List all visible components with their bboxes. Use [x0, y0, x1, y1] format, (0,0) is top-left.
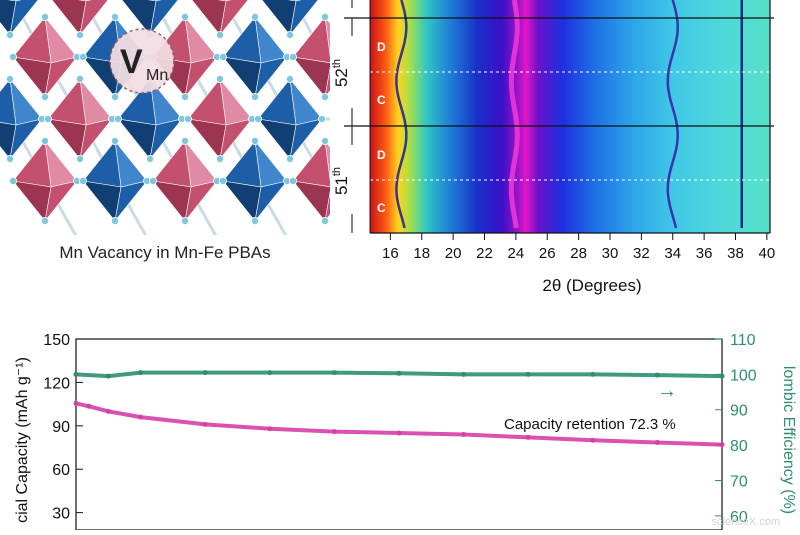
mn-vacancy-marker: V Mn [109, 28, 175, 94]
xrd-x-tick-label: 20 [445, 245, 462, 262]
capacity-y-axis-ticks: 150 120 90 60 30 [43, 332, 83, 523]
xrd-x-tick-label: 16 [382, 245, 399, 262]
xrd-x-tick-label: 24 [508, 245, 525, 262]
state-label: D [377, 148, 386, 162]
xrd-peak-lines [395, 0, 744, 229]
xrd-x-axis-label: 2θ (Degrees) [542, 276, 641, 295]
cycle-label-51: 51th [331, 167, 351, 195]
capacity-point [461, 432, 467, 437]
capacity-retention-annotation: Capacity retention 72.3 % [504, 416, 676, 433]
xrd-x-tick-label: 36 [696, 245, 713, 262]
xrd-x-tick-label: 30 [602, 245, 619, 262]
capacity-point [719, 442, 725, 448]
xrd-peak-trace [508, 0, 520, 229]
capacity-point [202, 421, 208, 427]
vacancy-label: V [120, 43, 143, 81]
crystal-lattice [0, 0, 330, 235]
efficiency-y-tick-label: 70 [730, 473, 748, 490]
state-label: D [377, 40, 386, 54]
capacity-point [590, 437, 596, 443]
xrd-peak-trace [666, 0, 679, 229]
state-label: C [377, 201, 386, 215]
capacity-point [267, 426, 273, 432]
efficiency-y-tick-label: 80 [730, 438, 748, 455]
cycling-chart: 150 120 90 60 30 110 100 90 80 70 60 Capacity ret… [0, 305, 800, 531]
efficiency-y-axis-label: lombic Efficiency (%) [780, 366, 797, 514]
xrd-x-tick-label: 32 [633, 245, 650, 262]
capacity-y-tick-label: 30 [52, 506, 70, 523]
efficiency-point [590, 371, 596, 377]
xrd-x-tick-label: 18 [413, 245, 430, 262]
state-label: C [377, 93, 386, 107]
efficiency-y-tick-label: 90 [730, 403, 748, 420]
xrd-intensity-map [370, 0, 770, 233]
efficiency-point [396, 370, 402, 376]
capacity-point [331, 429, 337, 435]
efficiency-point [331, 370, 337, 376]
efficiency-y-tick-label: 60 [730, 509, 748, 526]
efficiency-point [461, 371, 467, 377]
watermark: scienceX.com [711, 516, 780, 528]
efficiency-y-tick-label: 100 [730, 367, 757, 384]
capacity-point [138, 414, 144, 420]
efficiency-point [202, 370, 208, 376]
capacity-point [525, 434, 531, 440]
xrd-x-axis-ticks: 16 18 20 22 24 26 28 30 32 34 36 38 40 [382, 233, 775, 262]
capacity-point [105, 408, 111, 414]
efficiency-series-line [75, 370, 723, 379]
xrd-x-tick-label: 34 [664, 245, 681, 262]
xrd-x-tick-label: 26 [539, 245, 556, 262]
capacity-point [73, 400, 79, 406]
cycle-label-52: 52th [331, 59, 351, 87]
chart-series [73, 370, 725, 448]
capacity-y-tick-label: 120 [43, 375, 70, 392]
capacity-y-tick-label: 150 [43, 332, 70, 349]
efficiency-point [525, 371, 531, 377]
vacancy-label-subscript: Mn [146, 67, 168, 84]
xrd-peak-trace [395, 0, 408, 229]
crystal-caption: Mn Vacancy in Mn-Fe PBAs [59, 243, 271, 262]
efficiency-point [654, 372, 660, 378]
efficiency-point [138, 370, 144, 376]
efficiency-point [719, 373, 725, 379]
capacity-y-tick-label: 60 [52, 462, 70, 479]
crystal-structure-image: V Mn [0, 0, 330, 235]
capacity-point [396, 430, 402, 436]
efficiency-y-axis-ticks: 110 100 90 80 70 60 [715, 332, 757, 526]
capacity-point [654, 439, 660, 445]
xrd-x-tick-label: 28 [570, 245, 587, 262]
efficiency-axis-arrow: → [657, 380, 677, 402]
capacity-y-tick-label: 90 [52, 419, 70, 436]
xrd-heatmap: 52th 51th D C D C 16 18 20 22 24 26 28 30 32 34 36… [330, 0, 800, 300]
xrd-x-tick-label: 40 [759, 245, 776, 262]
efficiency-y-tick-label: 110 [730, 332, 756, 349]
capacity-y-axis-label: cial Capacity (mAh g⁻¹) [14, 357, 31, 523]
efficiency-point [105, 373, 111, 379]
efficiency-point [73, 371, 79, 377]
efficiency-point [267, 370, 273, 376]
capacity-point [86, 403, 92, 409]
xrd-x-tick-label: 38 [727, 245, 744, 262]
xrd-x-tick-label: 22 [476, 245, 493, 262]
